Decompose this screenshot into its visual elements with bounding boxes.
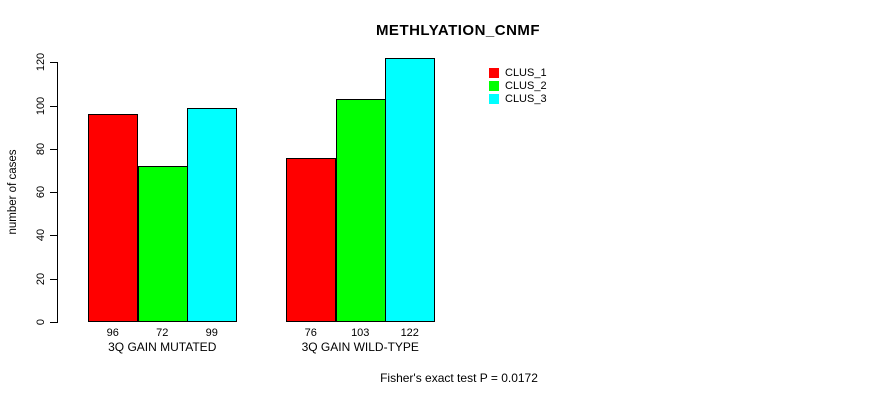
y-axis-tick bbox=[50, 148, 57, 150]
y-axis-tick bbox=[50, 278, 57, 280]
bar-value-label: 96 bbox=[106, 327, 119, 339]
y-axis-tick-label: 80 bbox=[35, 142, 47, 156]
y-axis-tick-label: 40 bbox=[35, 229, 47, 242]
bar-clus_2-group1 bbox=[138, 166, 188, 322]
bar-value-label: 103 bbox=[351, 327, 370, 339]
y-axis-tick-label: 100 bbox=[35, 96, 47, 115]
bar-clus_1-group1 bbox=[88, 114, 138, 322]
legend-label: CLUS_1 bbox=[505, 66, 547, 79]
y-axis-line bbox=[57, 62, 58, 323]
bar-clus_3-group2 bbox=[385, 58, 435, 322]
y-axis-tick bbox=[50, 235, 57, 237]
bar-value-label: 99 bbox=[205, 327, 218, 339]
y-axis-tick-label: 0 bbox=[35, 318, 47, 326]
y-axis-tick-label: 20 bbox=[35, 272, 47, 285]
y-axis-tick bbox=[50, 322, 57, 323]
y-axis-tick-label: 60 bbox=[35, 186, 47, 199]
bar-clus_2-group2 bbox=[336, 99, 386, 322]
footer-note: Fisher's exact test P = 0.0172 bbox=[380, 371, 538, 385]
bar-clus_1-group2 bbox=[286, 158, 336, 322]
legend-item-clus_1: CLUS_1 bbox=[489, 66, 547, 79]
group-label: 3Q GAIN WILD-TYPE bbox=[301, 340, 419, 354]
chart-title: METHLYATION_CNMF bbox=[375, 22, 541, 39]
legend-label: CLUS_2 bbox=[505, 80, 547, 93]
legend-swatch-icon bbox=[489, 67, 499, 78]
legend-swatch-icon bbox=[489, 94, 499, 105]
y-axis-tick bbox=[50, 105, 57, 107]
bar-clus_3-group1 bbox=[187, 108, 237, 322]
bar-value-label: 122 bbox=[400, 327, 419, 339]
legend-item-clus_2: CLUS_2 bbox=[489, 79, 547, 92]
y-axis-tick-label: 120 bbox=[35, 53, 47, 72]
y-axis-tick bbox=[50, 192, 57, 194]
legend: CLUS_1 CLUS_2 CLUS_3 bbox=[489, 66, 547, 106]
group-label: 3Q GAIN MUTATED bbox=[108, 340, 217, 354]
legend-swatch-icon bbox=[489, 81, 499, 92]
bar-value-label: 76 bbox=[304, 327, 317, 339]
y-axis-title: number of cases bbox=[7, 149, 19, 235]
legend-item-clus_3: CLUS_3 bbox=[489, 93, 547, 106]
y-axis-tick bbox=[50, 62, 57, 64]
bar-value-label: 72 bbox=[156, 327, 169, 339]
legend-label: CLUS_3 bbox=[505, 93, 547, 106]
